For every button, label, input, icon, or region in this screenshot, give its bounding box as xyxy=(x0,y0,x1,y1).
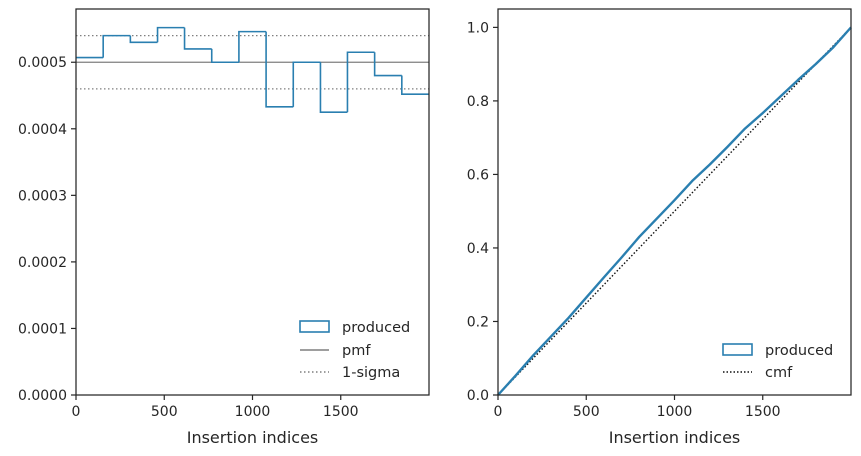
cmf-line xyxy=(497,26,852,396)
histogram-bin xyxy=(156,26,185,43)
cdf-legend: produced cmf xyxy=(722,343,833,381)
cdf-plot-area xyxy=(497,26,852,396)
cdf-y-tick-label: 1.0 xyxy=(467,20,489,36)
histogram-y-tick-label: 0.0000 xyxy=(18,388,67,404)
histogram-y-ticks: 0.0000 0.0001 0.0002 0.0003 0.0004 0.0005 xyxy=(18,55,76,404)
histogram-plot-area xyxy=(76,26,429,113)
histogram-y-tick-label: 0.0003 xyxy=(18,188,67,204)
cdf-x-tick-label: 500 xyxy=(573,404,600,420)
legend-produced-label: produced xyxy=(342,320,410,336)
histogram-panel: 0 500 1000 1500 0.00000.00010.00020.00030.0… xyxy=(18,8,430,447)
produced-cdf-line xyxy=(497,26,852,396)
cdf-y-ticks: 0.0 0.2 0.4 0.6 0.8 1.0 xyxy=(467,20,498,404)
histogram-bin xyxy=(183,27,212,50)
legend-sigma-label: 1-sigma xyxy=(342,365,400,381)
histogram-y-tick-label: 0.0002 xyxy=(18,255,67,271)
histogram-y-tick-label: 0.0001 xyxy=(18,321,67,337)
histogram-bin xyxy=(210,48,239,64)
histogram-bin xyxy=(401,75,429,95)
histogram-x-tick-label: 1500 xyxy=(323,404,359,420)
cdf-x-tick-label: 1500 xyxy=(745,404,781,420)
cdf-panel: 0 500 1000 1500 0.0 0.2 0.4 0.6 0.8 1.0 Insertio… xyxy=(467,8,852,447)
histogram-x-tick-label: 500 xyxy=(151,404,178,420)
histogram-legend: produced pmf 1-sigma xyxy=(299,320,410,381)
histogram-axes-frame xyxy=(75,8,430,396)
histogram-x-tick-label: 1000 xyxy=(235,404,271,420)
cdf-y-tick-label: 0.0 xyxy=(467,388,489,404)
histogram-bin xyxy=(346,51,375,113)
histogram-x-axis-label: Insertion indices xyxy=(187,428,319,447)
cdf-x-tick-label: 1000 xyxy=(657,404,693,420)
histogram-bin xyxy=(102,34,131,58)
legend-pmf-label: pmf xyxy=(342,343,371,359)
cdf-x-ticks: 0 500 1000 1500 xyxy=(494,395,781,420)
cdf-y-tick-label: 0.4 xyxy=(467,241,489,257)
histogram-y-tick-label: 0.0004 xyxy=(18,122,67,138)
histogram-bin xyxy=(238,30,267,63)
histogram-bin xyxy=(129,35,158,44)
cdf-y-tick-label: 0.8 xyxy=(467,94,489,110)
histogram-x-ticks: 0 500 1000 1500 xyxy=(72,395,359,420)
histogram-bin xyxy=(292,61,321,107)
legend-cmf-label: cmf xyxy=(765,365,793,381)
legend-produced-label: produced xyxy=(765,343,833,359)
histogram-bin xyxy=(373,52,402,77)
histogram-bin xyxy=(319,62,348,113)
cdf-x-axis-label: Insertion indices xyxy=(609,428,741,447)
histogram-bin xyxy=(265,31,294,108)
histogram-y-tick-label: 0.0005 xyxy=(18,55,67,71)
legend-produced-swatch xyxy=(722,343,753,356)
cdf-y-tick-label: 0.6 xyxy=(467,167,489,183)
legend-produced-swatch xyxy=(299,320,330,333)
cdf-x-tick-label: 0 xyxy=(494,404,503,420)
histogram-x-tick-label: 0 xyxy=(72,404,81,420)
cdf-y-tick-label: 0.2 xyxy=(467,314,489,330)
